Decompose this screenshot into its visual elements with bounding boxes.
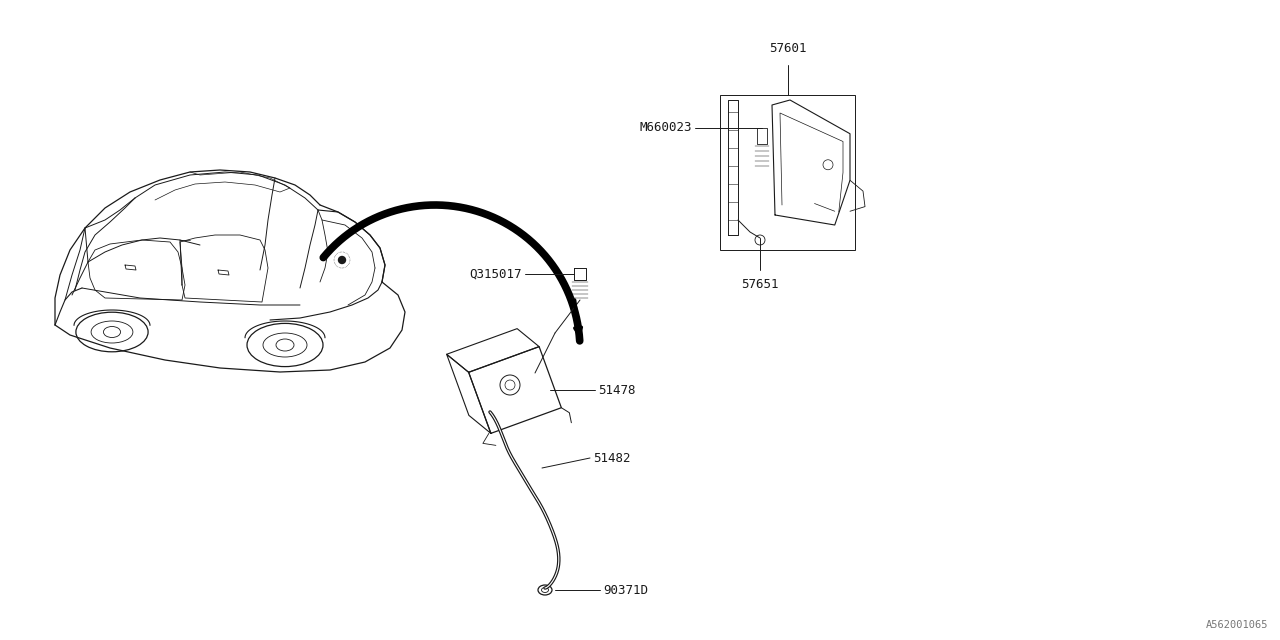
Text: 51478: 51478	[598, 383, 635, 397]
Text: Q315017: Q315017	[470, 268, 522, 280]
Text: 57601: 57601	[769, 42, 806, 55]
Bar	[721, 95, 855, 250]
Circle shape	[338, 257, 346, 264]
Text: M660023: M660023	[640, 121, 692, 134]
Text: 57651: 57651	[741, 278, 778, 291]
Text: 90371D: 90371D	[603, 584, 648, 596]
Text: A562001065: A562001065	[1206, 620, 1268, 630]
Text: 51482: 51482	[593, 451, 631, 465]
